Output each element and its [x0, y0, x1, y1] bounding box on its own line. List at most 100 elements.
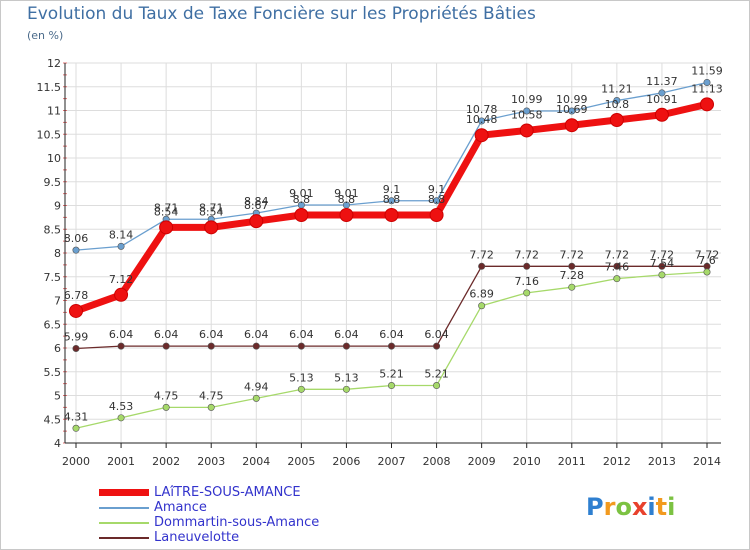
data-point	[433, 382, 441, 390]
data-label: 8.8	[428, 193, 446, 206]
data-point	[117, 342, 125, 350]
y-tick-label: 10	[47, 152, 61, 165]
data-point	[297, 342, 305, 350]
y-tick-label: 7.5	[44, 271, 62, 284]
data-label: 6.04	[379, 328, 404, 341]
legend-item: Laneuvelotte	[99, 530, 319, 545]
legend-swatch	[99, 489, 149, 496]
y-tick-label: 4	[54, 437, 61, 450]
x-tick-label: 2014	[693, 455, 721, 468]
data-label: 9.01	[334, 187, 359, 200]
x-tick-label: 2012	[603, 455, 631, 468]
data-label: 11.13	[691, 82, 723, 95]
data-point	[478, 262, 486, 270]
data-point	[478, 302, 486, 310]
data-point	[700, 97, 714, 112]
chart-title: Evolution du Taux de Taxe Foncière sur l…	[27, 4, 536, 24]
data-point	[204, 220, 219, 235]
y-tick-label: 11.5	[37, 81, 62, 94]
logo-letter: P	[586, 493, 604, 521]
data-label: 6.04	[334, 328, 359, 341]
chart-legend: LAîTRE-SOUS-AMANCE Amance Dommartin-sous-A…	[99, 485, 319, 545]
data-point	[478, 117, 486, 125]
data-point	[703, 78, 711, 86]
logo-letter: t	[655, 493, 668, 521]
data-point	[72, 424, 80, 432]
legend-item: Amance	[99, 500, 319, 515]
data-point	[387, 382, 395, 390]
x-tick-label: 2005	[287, 455, 315, 468]
data-label: 6.78	[64, 289, 89, 302]
data-label: 4.75	[154, 389, 179, 402]
logo-letter: i	[647, 493, 656, 521]
data-point	[658, 271, 666, 279]
data-label: 11.21	[601, 83, 633, 96]
data-label: 8.06	[64, 232, 89, 245]
data-label: 8.84	[244, 195, 269, 208]
data-label: 10.99	[511, 93, 543, 106]
y-tick-label: 5.5	[44, 366, 62, 379]
data-label: 7.72	[605, 248, 630, 261]
data-point	[568, 283, 576, 291]
data-point	[297, 385, 305, 393]
y-tick-label: 8	[54, 247, 61, 260]
data-label: 10.48	[466, 113, 498, 126]
x-tick-label: 2004	[242, 455, 270, 468]
legend-item: LAîTRE-SOUS-AMANCE	[99, 485, 319, 500]
data-point	[433, 197, 441, 205]
data-label: 8.67	[244, 199, 269, 212]
x-tick-label: 2010	[513, 455, 541, 468]
data-point	[568, 262, 576, 270]
data-point	[72, 246, 80, 254]
data-point	[117, 414, 125, 422]
data-label: 4.94	[244, 380, 269, 393]
legend-item: Dommartin-sous-Amance	[99, 515, 319, 530]
chart-subtitle: (en %)	[27, 29, 64, 42]
data-label: 10.99	[556, 93, 588, 106]
data-point	[613, 262, 621, 270]
data-label: 10.8	[605, 98, 630, 111]
logo-letter: o	[615, 493, 632, 521]
legend-swatch	[99, 506, 149, 509]
data-point	[609, 113, 624, 127]
data-label: 8.8	[383, 193, 401, 206]
proxiti-logo: Proxiti	[586, 493, 675, 521]
data-point	[523, 289, 531, 297]
data-label: 7.28	[560, 269, 585, 282]
x-tick-label: 2001	[107, 455, 135, 468]
data-point	[342, 385, 350, 393]
data-label: 8.54	[154, 205, 179, 218]
data-label: 6.89	[469, 288, 494, 301]
x-tick-label: 2006	[332, 455, 360, 468]
data-label: 6.04	[109, 328, 134, 341]
data-point	[249, 214, 264, 229]
legend-label: Amance	[154, 500, 207, 515]
data-label: 6.04	[154, 328, 179, 341]
data-point	[384, 208, 399, 222]
y-tick-label: 12	[47, 57, 61, 70]
data-label: 5.21	[379, 368, 404, 381]
data-point	[519, 123, 534, 138]
data-label: 10.58	[511, 108, 543, 121]
data-label: 5.13	[289, 371, 314, 384]
x-tick-label: 2002	[152, 455, 180, 468]
x-tick-label: 2009	[468, 455, 496, 468]
data-label: 10.91	[646, 93, 678, 106]
data-label: 7.6	[698, 254, 716, 267]
legend-swatch	[99, 536, 149, 539]
data-label: 6.04	[199, 328, 224, 341]
data-point	[658, 89, 666, 97]
data-point	[433, 342, 441, 350]
data-point	[252, 342, 260, 350]
data-label: 10.78	[466, 103, 498, 116]
data-point	[252, 394, 260, 402]
data-label: 7.46	[605, 261, 630, 274]
data-label: 4.31	[64, 410, 89, 423]
data-point	[658, 262, 666, 270]
legend-label: Laneuvelotte	[154, 530, 240, 545]
y-tick-label: 6	[54, 342, 61, 355]
data-point	[162, 342, 170, 350]
data-label: 9.01	[289, 187, 314, 200]
data-label: 5.99	[64, 330, 89, 343]
